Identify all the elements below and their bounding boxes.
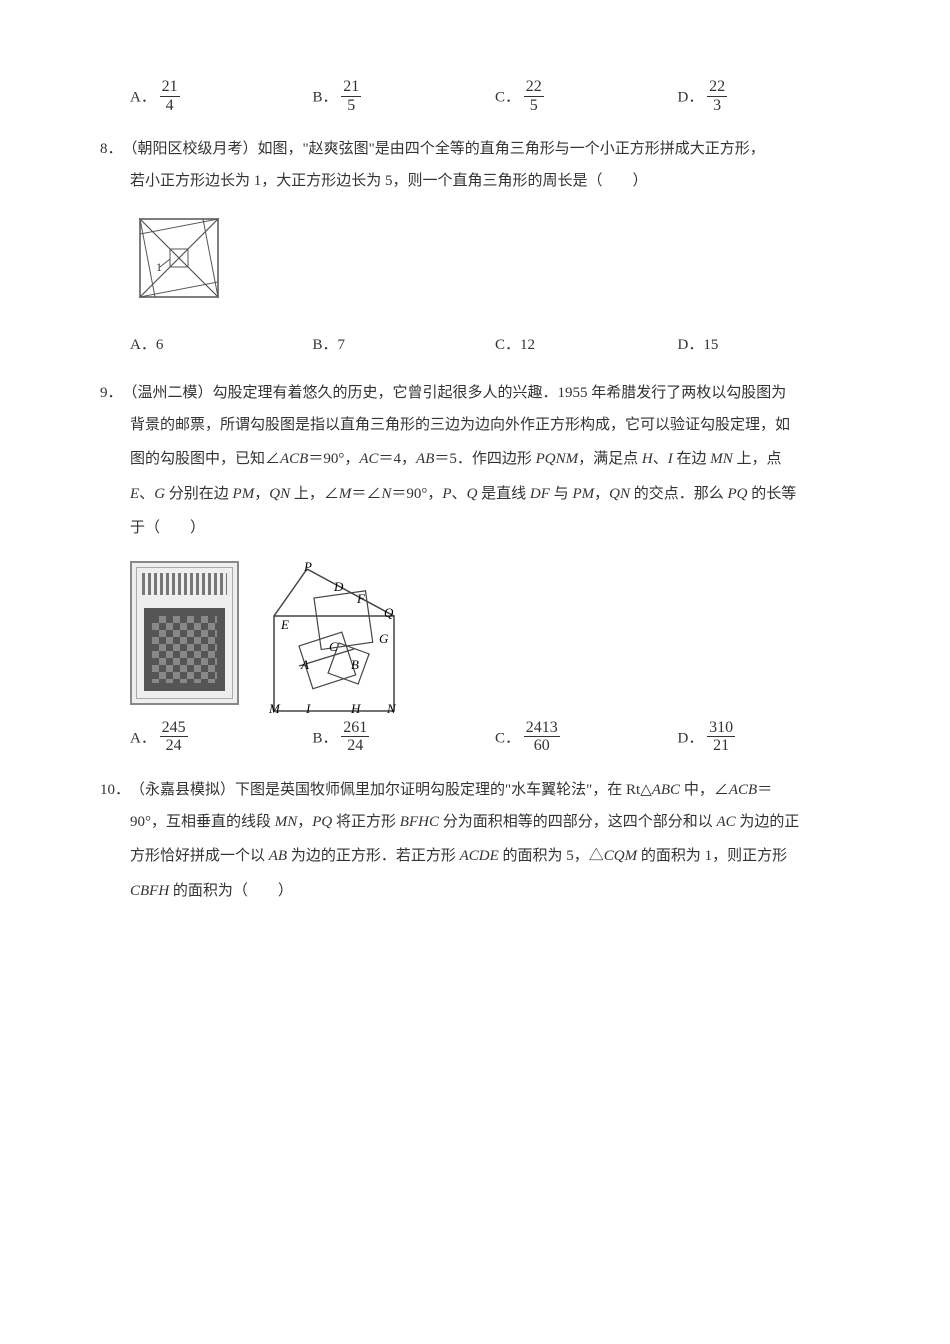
option-label: D． [678, 90, 704, 106]
q7-option-d: D． 22 3 [678, 80, 861, 116]
question-text-line: 若小正方形边长为 1，大正方形边长为 5，则一个直角三角形的周长是（ ） [100, 164, 860, 199]
fraction: 21 5 [341, 78, 361, 114]
svg-text:Q: Q [384, 605, 394, 620]
numerator: 21 [341, 78, 361, 97]
denominator: 4 [160, 97, 180, 115]
stamp-figure [130, 561, 239, 705]
denominator: 21 [707, 737, 735, 755]
q7-option-a: A． 21 4 [130, 80, 313, 116]
question-text-line: CBFH 的面积为（ ） [100, 874, 860, 909]
denominator: 24 [341, 737, 369, 755]
q9-options: A． 245 24 B． 261 24 C． 2413 60 D． 310 2 [100, 721, 860, 757]
numerator: 22 [524, 78, 544, 97]
geometry-figure: P D F Q E C G A B M I H N [259, 561, 409, 711]
question-9: 9．（温州二模）勾股定理有着悠久的历史，它曾引起很多人的兴趣．1955 年希腊发… [100, 378, 860, 757]
svg-text:I: I [305, 701, 311, 716]
option-label: C． [495, 730, 520, 746]
svg-text:E: E [280, 617, 289, 632]
svg-text:A: A [300, 657, 309, 672]
q9-option-d: D． 310 21 [678, 721, 861, 757]
q9-option-a: A． 245 24 [130, 721, 313, 757]
question-text-line: 背景的邮票，所谓勾股图是指以直角三角形的三边为边向外作正方形构成，它可以验证勾股… [100, 408, 860, 443]
numerator: 22 [707, 78, 727, 97]
numerator: 310 [707, 719, 735, 738]
question-text-line: E、G 分别在边 PM，QN 上，∠M＝∠N＝90°，P、Q 是直线 DF 与 … [100, 477, 860, 512]
numerator: 261 [341, 719, 369, 738]
q7-options: A． 21 4 B． 21 5 C． 22 5 D． 22 3 [100, 80, 860, 116]
svg-text:D: D [333, 579, 344, 594]
svg-text:P: P [303, 561, 312, 574]
denominator: 24 [160, 737, 188, 755]
svg-text:H: H [350, 701, 361, 716]
denominator: 3 [707, 97, 727, 115]
option-label: C． [495, 90, 520, 106]
option-label: B． [313, 730, 338, 746]
question-text: （永嘉县模拟）下图是英国牧师佩里加尔证明勾股定理的"水车翼轮法"，在 Rt△ [130, 782, 652, 798]
question-8: 8．（朝阳区校级月考）如图，"赵爽弦图"是由四个全等的直角三角形与一个小正方形拼… [100, 134, 860, 360]
q8-option-c: C．12 [495, 330, 678, 360]
svg-text:1: 1 [156, 260, 162, 274]
fraction: 22 5 [524, 78, 544, 114]
numerator: 245 [160, 719, 188, 738]
question-text-line: 于（ ） [100, 511, 860, 546]
q9-option-c: C． 2413 60 [495, 721, 678, 757]
question-number: 10． [100, 775, 130, 805]
option-label: A． [130, 730, 156, 746]
fraction: 245 24 [160, 719, 188, 755]
question-text-line: 图的勾股图中，已知∠ACB＝90°，AC＝4，AB＝5．作四边形 PQNM，满足… [100, 442, 860, 477]
question-10: 10．（永嘉县模拟）下图是英国牧师佩里加尔证明勾股定理的"水车翼轮法"，在 Rt… [100, 775, 860, 909]
question-number: 8． [100, 134, 123, 164]
numerator: 21 [160, 78, 180, 97]
denominator: 60 [524, 737, 560, 755]
denominator: 5 [524, 97, 544, 115]
svg-text:B: B [351, 657, 359, 672]
svg-text:G: G [379, 631, 389, 646]
q7-option-b: B． 21 5 [313, 80, 496, 116]
question-text: （朝阳区校级月考）如图，"赵爽弦图"是由四个全等的直角三角形与一个小正方形拼成大… [123, 141, 765, 157]
denominator: 5 [341, 97, 361, 115]
question-text: （温州二模）勾股定理有着悠久的历史，它曾引起很多人的兴趣．1955 年希腊发行了… [123, 385, 787, 401]
option-label: B． [313, 90, 338, 106]
svg-text:M: M [268, 701, 281, 716]
svg-text:C: C [329, 639, 338, 654]
q8-option-d: D．15 [678, 330, 861, 360]
numerator: 2413 [524, 719, 560, 738]
q9-option-b: B． 261 24 [313, 721, 496, 757]
svg-text:N: N [386, 701, 397, 716]
fraction: 22 3 [707, 78, 727, 114]
question-text-line: 方形恰好拼成一个以 AB 为边的正方形．若正方形 ACDE 的面积为 5，△CQ… [100, 839, 860, 874]
q8-options: A．6 B．7 C．12 D．15 [100, 330, 860, 360]
question-number: 9． [100, 378, 123, 408]
q7-option-c: C． 22 5 [495, 80, 678, 116]
fraction: 21 4 [160, 78, 180, 114]
fraction: 261 24 [341, 719, 369, 755]
q9-figures: P D F Q E C G A B M I H N [100, 561, 860, 711]
q8-option-b: B．7 [313, 330, 496, 360]
svg-text:F: F [356, 591, 366, 606]
fraction: 2413 60 [524, 719, 560, 755]
option-label: D． [678, 730, 704, 746]
question-text-line: 90°，互相垂直的线段 MN，PQ 将正方形 BFHC 分为面积相等的四部分，这… [100, 805, 860, 840]
q8-option-a: A．6 [130, 330, 313, 360]
q8-figure: 1 [130, 209, 230, 309]
fraction: 310 21 [707, 719, 735, 755]
option-label: A． [130, 90, 156, 106]
